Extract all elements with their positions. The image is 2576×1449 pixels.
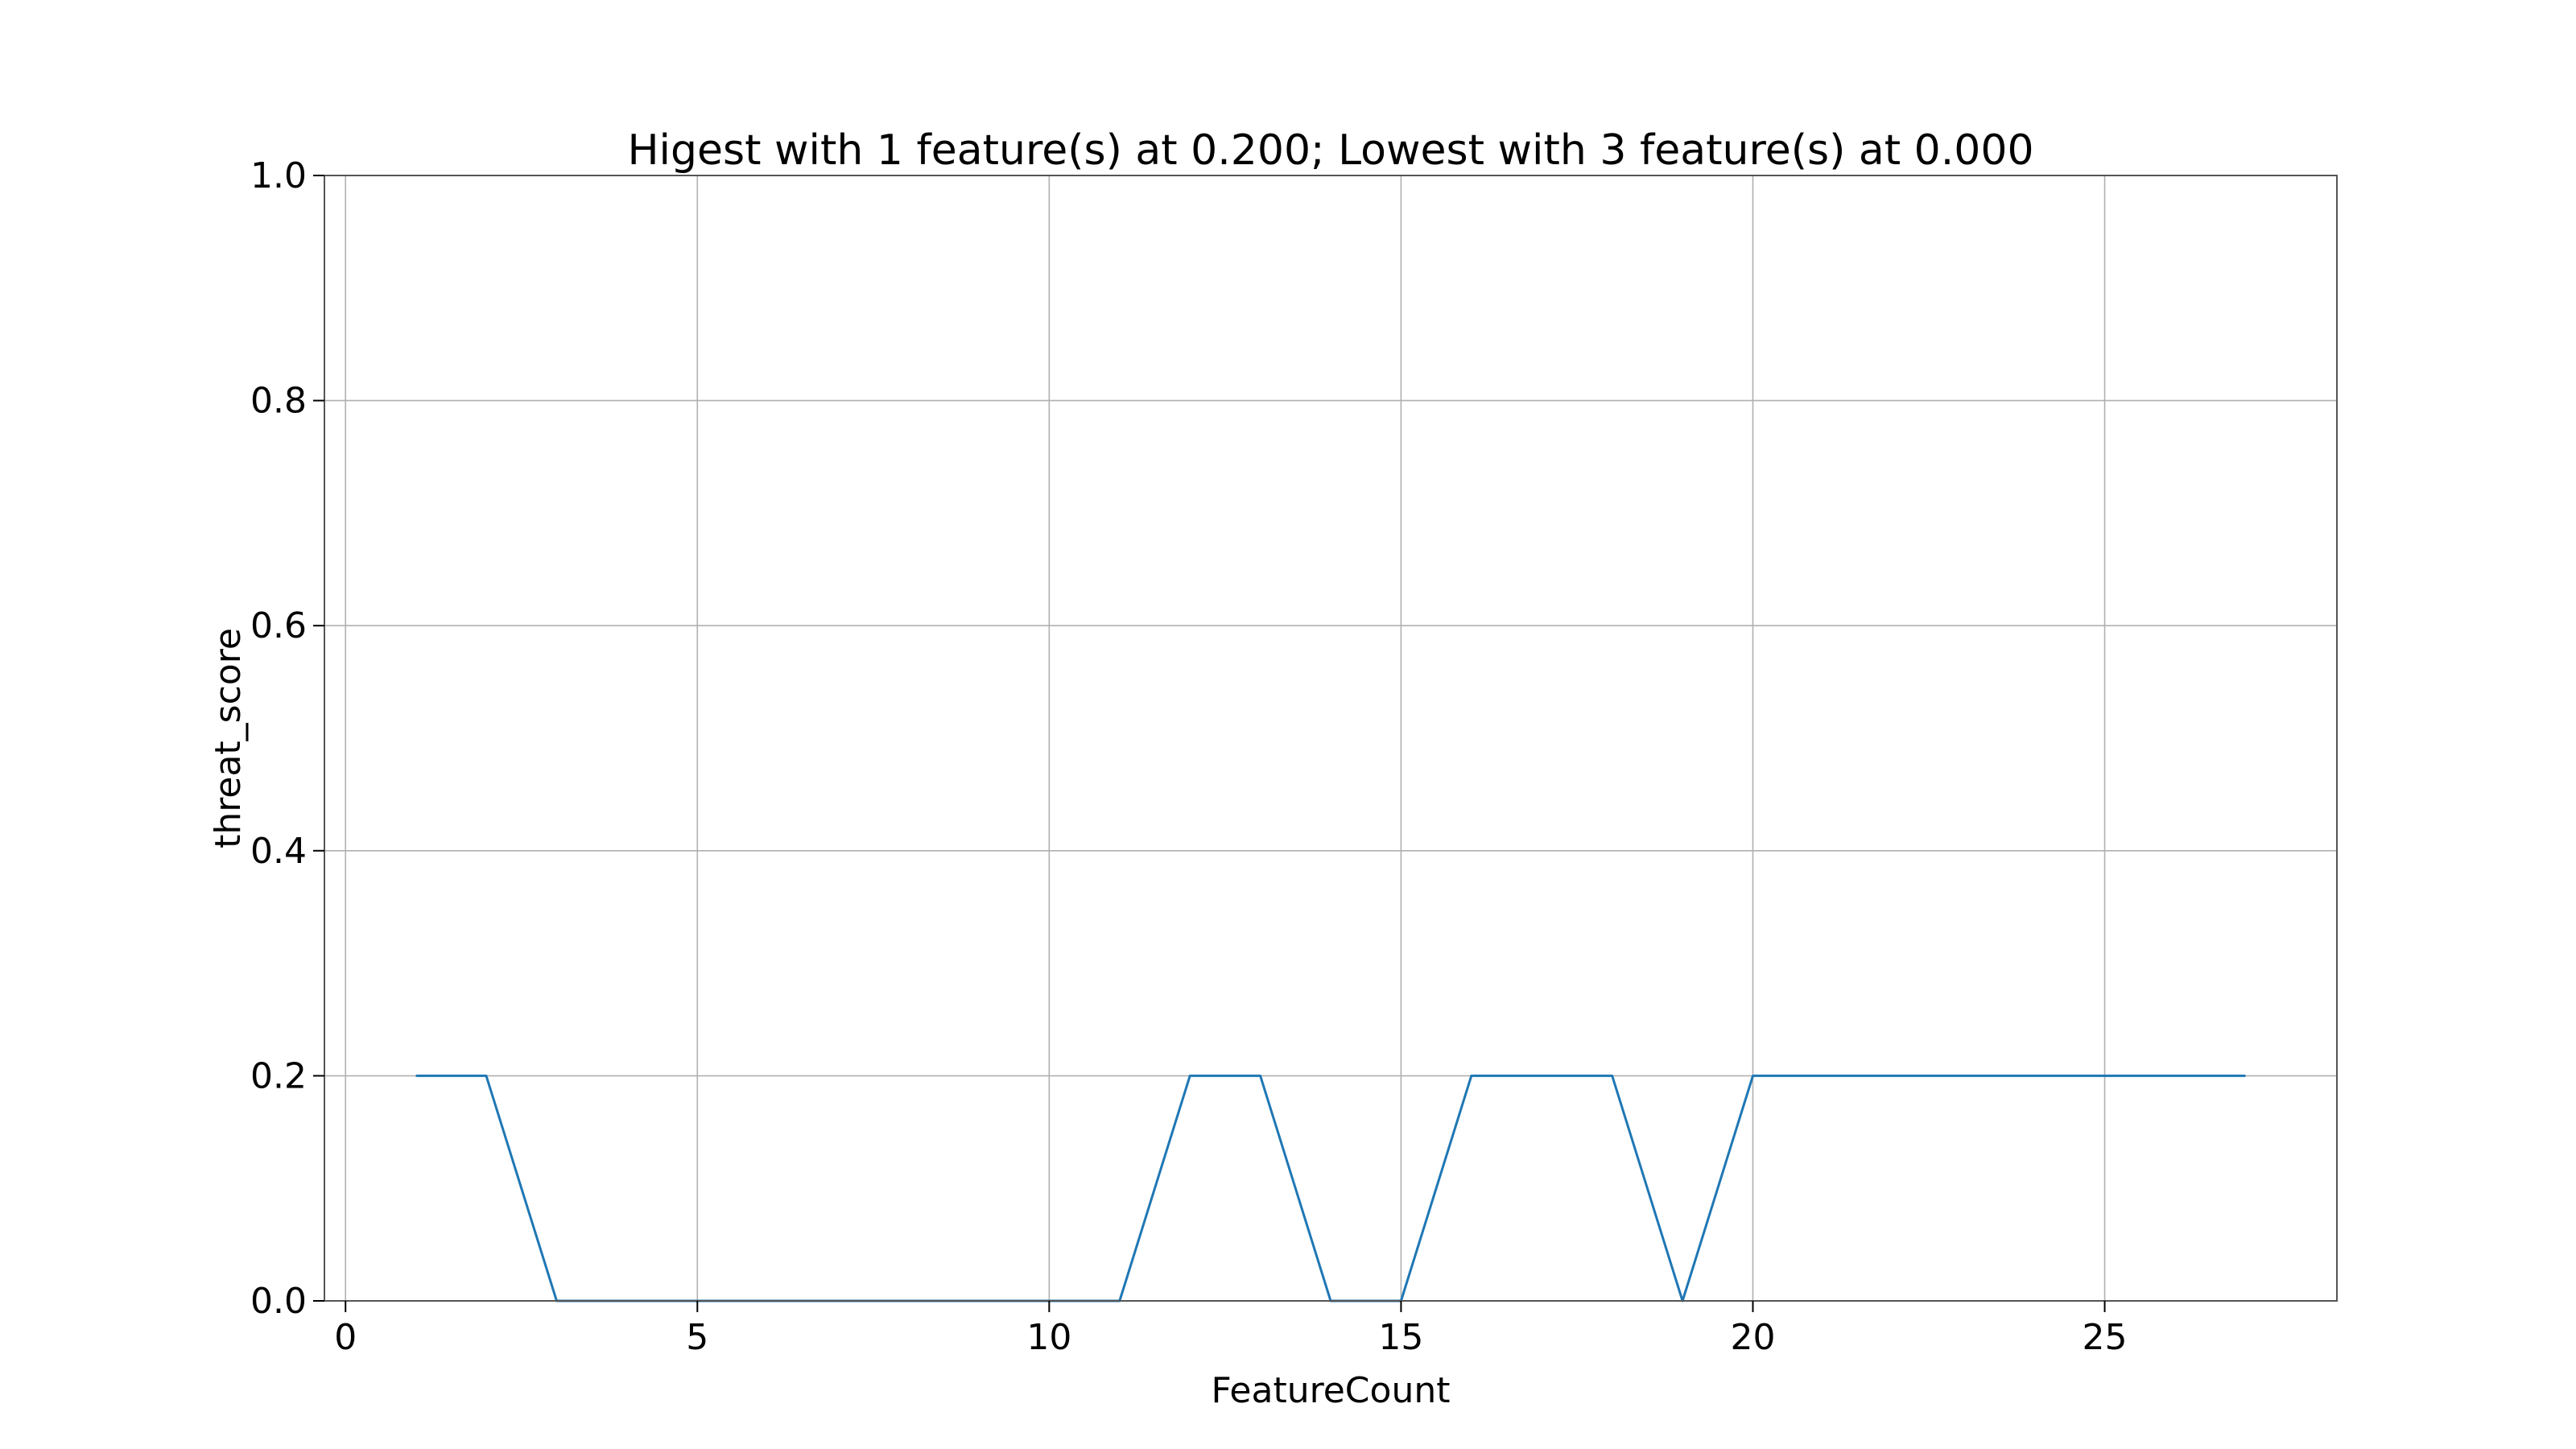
x-tick-label: 25 <box>2083 1317 2128 1358</box>
x-tick-label: 15 <box>1378 1317 1423 1358</box>
x-tick-label: 10 <box>1026 1317 1071 1358</box>
y-tick-label: 0.8 <box>250 381 307 422</box>
y-tick-label: 0.4 <box>250 831 307 872</box>
chart-title: Higest with 1 feature(s) at 0.200; Lowes… <box>627 126 2033 175</box>
x-tick-label: 20 <box>1730 1317 1775 1358</box>
y-tick-label: 0.6 <box>250 605 307 646</box>
y-tick-label: 0.0 <box>250 1281 307 1322</box>
y-tick-label: 1.0 <box>250 155 307 196</box>
x-tick-label: 5 <box>686 1317 708 1358</box>
series-layer <box>415 1074 2246 1302</box>
plot-frame <box>324 175 2338 1302</box>
y-axis-label: threat_score <box>208 628 249 848</box>
x-axis: 0 5 10 15 20 25 <box>334 1301 2128 1358</box>
y-axis: 0.0 0.2 0.4 0.6 0.8 1.0 <box>250 155 324 1322</box>
y-tick-label: 0.2 <box>250 1055 307 1096</box>
x-tick-label: 0 <box>334 1317 357 1358</box>
grid-lines <box>324 175 2337 1302</box>
x-axis-label: FeatureCount <box>1212 1370 1451 1411</box>
series-line <box>415 1074 2246 1302</box>
